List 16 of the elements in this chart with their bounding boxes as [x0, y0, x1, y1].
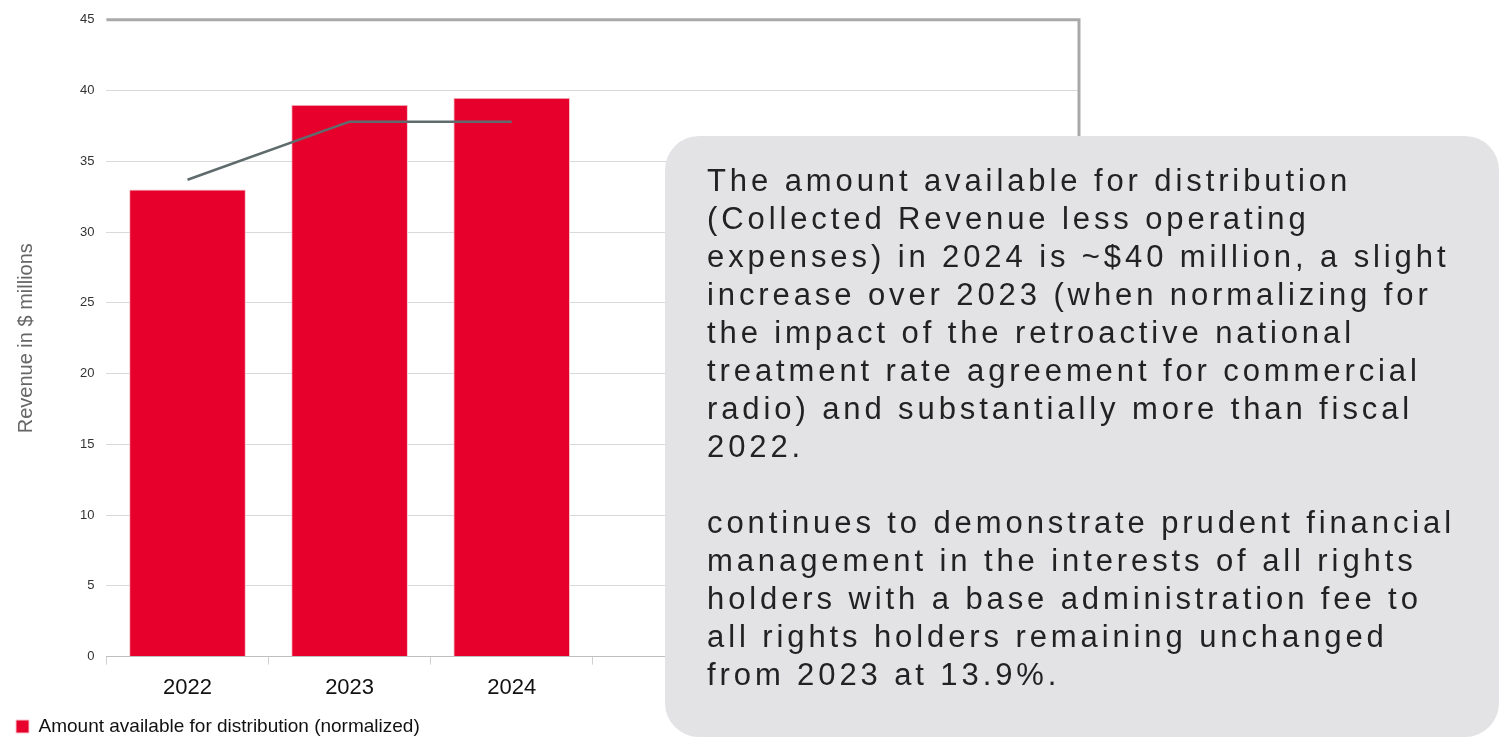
- y-tick-label: 40: [79, 82, 95, 98]
- y-tick-label: 25: [79, 294, 95, 310]
- y-tick-label: 5: [87, 577, 95, 593]
- x-tick-label: 2022: [163, 673, 212, 699]
- legend-label: Amount available for distribution (normalized): [38, 714, 420, 736]
- y-tick-label: 0: [87, 648, 95, 664]
- text: The amount available for distribution (Collected Revenue less operating expenses) in 2024 is ~$40 million, a slight increase over 2023 (when normalizing for the impact of the retroactive national treatment rate agreement for commercial radio) and substantially more than fiscal 2022. continues to demonstrate prudent financial management in the interests of all rights holders with a base administration fee to all rights holders remaining unchanged from 2023 at 13.9%.: [707, 163, 1456, 692]
- x-tick-label: 2024: [487, 673, 537, 699]
- y-tick-label: 35: [79, 152, 95, 168]
- y-tick-label: 15: [79, 435, 95, 451]
- y-tick-label: 10: [79, 506, 95, 522]
- y-tick-label: 45: [79, 11, 95, 27]
- y-axis-title: Revenue in $ millions: [13, 243, 36, 434]
- y-tick-label: 20: [79, 365, 95, 381]
- x-tick-label: 2023: [325, 673, 375, 699]
- y-tick-label: 30: [79, 223, 95, 239]
